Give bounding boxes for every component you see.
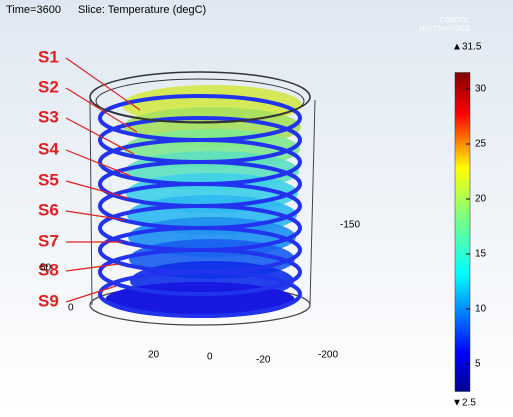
max-icon: ▲	[452, 42, 462, 53]
colorbar-tick-label: 30	[475, 84, 487, 95]
time-label: Time=3600	[6, 4, 61, 16]
axis-label: 50	[40, 263, 52, 274]
axis-label: -150	[340, 220, 360, 231]
max-label: 31.5	[462, 42, 482, 53]
axis-label: 20	[148, 350, 160, 361]
colorbar-tick-label: 20	[475, 194, 487, 205]
axis-label: 0	[207, 352, 213, 363]
slice-label: S4	[38, 139, 59, 158]
slice-label: S2	[38, 77, 59, 96]
slice-label: S7	[38, 231, 59, 250]
slice-label: S9	[38, 291, 59, 310]
comsol-view: Time=3600 Slice: Temperature (degC) COMS…	[0, 0, 513, 412]
logo: MULTIPHYSICS	[419, 26, 471, 33]
min-label: 2.5	[462, 398, 476, 409]
colorbar-tick-label: 10	[475, 304, 487, 315]
colorbar-tick-label: 25	[475, 139, 487, 150]
slice-label: S3	[38, 107, 59, 126]
colorbar-tick-label: 15	[475, 249, 487, 260]
colorbar-tick-label: 5	[475, 359, 481, 370]
min-icon: ▼	[452, 398, 462, 409]
slice-label: S6	[38, 200, 59, 219]
logo: COMSOL	[440, 17, 470, 24]
slice-label: S5	[38, 170, 59, 189]
slice-label: Slice: Temperature (degC)	[78, 4, 206, 16]
axis-label: -20	[256, 355, 271, 366]
axis-label: 0	[68, 303, 74, 314]
colorbar	[455, 73, 470, 392]
axis-label: -200	[318, 350, 338, 361]
slice-label: S1	[38, 47, 59, 66]
